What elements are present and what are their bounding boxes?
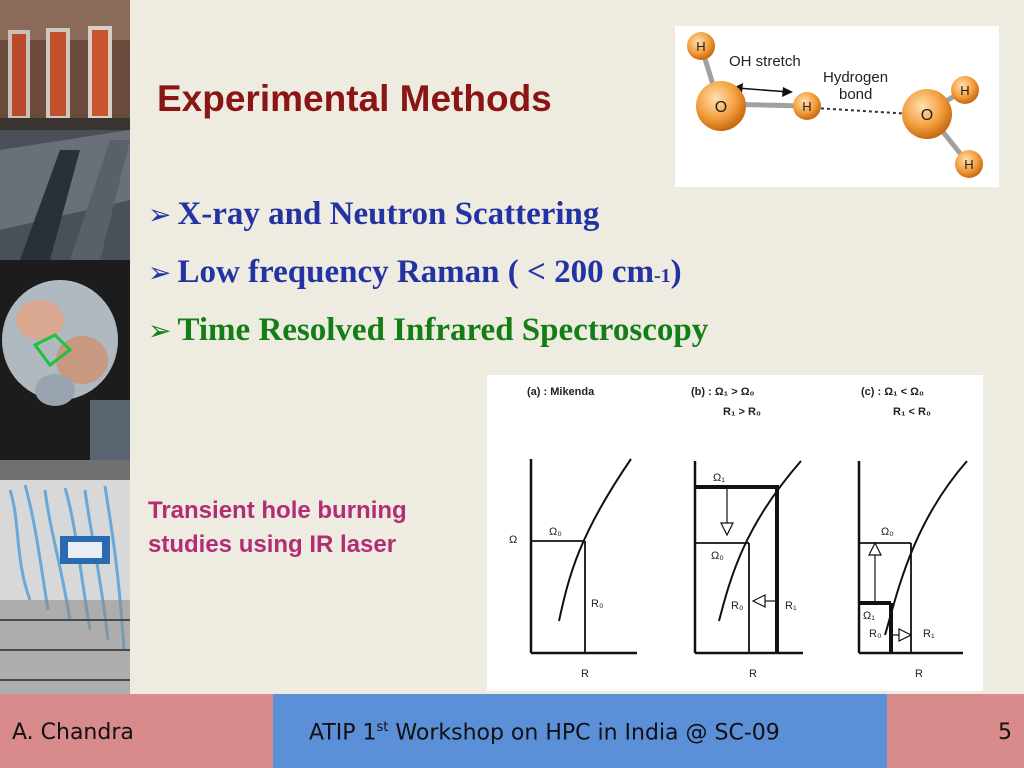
omega1-label: Ω₁	[863, 610, 875, 622]
slide-title: Experimental Methods	[157, 78, 552, 119]
hydrogen-atom-2	[793, 92, 821, 120]
oh-stretch-label: OH stretch	[729, 53, 801, 70]
r0-label: R₀	[591, 598, 604, 610]
atom-label: O	[715, 99, 727, 116]
panel-a	[529, 458, 637, 655]
bullet-text-end: )	[670, 254, 682, 290]
omega0-label: Ω₀	[711, 550, 724, 562]
panel-b-title: (b) : Ω₁ > Ω₀	[691, 386, 755, 398]
panel-c-condition: R₁ < R₀	[893, 406, 931, 418]
slide-footer: A. Chandra ATIP 1st Workshop on HPC in I…	[0, 694, 1024, 768]
panel-c	[857, 460, 968, 655]
left-arrow-icon	[751, 594, 766, 608]
atom-label: H	[802, 99, 811, 114]
r-axis-label: R	[915, 668, 923, 680]
panel-b	[693, 460, 803, 655]
hydrogen-bond-label-1: Hydrogen	[823, 69, 888, 86]
hole-burning-schematic: (a) : Mikenda (b) : Ω₁ > Ω₀ R₁ > R₀ (c) …	[487, 375, 983, 691]
atom-label: H	[960, 83, 969, 98]
atom-label: O	[921, 107, 933, 124]
bullet-item-scattering: ➢ X-ray and Neutron Scattering	[148, 196, 848, 254]
r1-label: R₁	[785, 600, 797, 612]
down-arrow-icon	[720, 522, 734, 537]
footer-event: ATIP 1st Workshop on HPC in India @ SC-0…	[309, 720, 780, 745]
footer-event-end: Workshop on HPC in India @ SC-09	[388, 720, 780, 746]
molecule-render-image	[0, 260, 130, 460]
omega0-label: Ω₀	[881, 526, 894, 538]
bullet-item-infrared: ➢ Time Resolved Infrared Spectroscopy	[148, 312, 848, 370]
footer-author: A. Chandra	[12, 720, 134, 745]
panel-c-title: (c) : Ω₁ < Ω₀	[861, 386, 924, 398]
arrow-bullet-icon: ➢	[148, 198, 172, 231]
panel-b-condition: R₁ > R₀	[723, 406, 761, 418]
bullet-item-raman: ➢ Low frequency Raman ( < 200 cm -1)	[148, 254, 848, 312]
oxygen-atom-2	[902, 89, 952, 139]
footer-event-start: ATIP 1	[309, 720, 377, 746]
hydrogen-bond-line	[814, 107, 912, 115]
bullet-text: Time Resolved Infrared Spectroscopy	[177, 312, 709, 348]
bullet-text: Low frequency Raman ( < 200 cm	[177, 254, 654, 290]
hydrogen-bond-label-2: bond	[839, 86, 872, 103]
atom-label: H	[964, 157, 973, 172]
bullet-list: ➢ X-ray and Neutron Scattering ➢ Low fre…	[148, 196, 848, 370]
up-arrow-icon	[868, 541, 882, 556]
page-number: 5	[998, 720, 1012, 745]
hydrogen-atom-4	[955, 150, 983, 178]
omega0-label: Ω₀	[549, 526, 562, 538]
bullet-text: X-ray and Neutron Scattering	[177, 196, 600, 232]
footer-event-superscript: st	[376, 720, 389, 735]
footer-event-panel: ATIP 1st Workshop on HPC in India @ SC-0…	[273, 694, 887, 768]
hydrogen-atom-3	[951, 76, 979, 104]
water-hydrogen-bond-diagram: H O H O H H OH stretch Hydrogen bond	[675, 26, 999, 187]
bullet-superscript: -1	[653, 265, 671, 287]
arrow-bullet-icon: ➢	[148, 256, 172, 289]
footer-page-panel: 5	[887, 694, 1024, 768]
atom-label: H	[696, 39, 705, 54]
arrow-bullet-icon: ➢	[148, 314, 172, 347]
r-axis-label: R	[749, 668, 757, 680]
right-arrow-icon	[898, 628, 913, 642]
hydrogen-atom-1	[687, 32, 715, 60]
r-axis-label: R	[581, 668, 589, 680]
oxygen-atom-1	[696, 81, 746, 131]
hole-burning-note: Transient hole burning studies using IR …	[148, 497, 407, 558]
panel-a-title: (a) : Mikenda	[527, 386, 595, 398]
omega1-label: Ω₁	[713, 472, 725, 484]
omega-axis-label: Ω	[509, 534, 517, 546]
r0-label: R₀	[869, 628, 882, 640]
r0-label: R₀	[731, 600, 744, 612]
server-room-image	[0, 0, 130, 130]
architecture-image	[0, 130, 130, 260]
network-cables-image	[0, 460, 130, 694]
r1-label: R₁	[923, 628, 935, 640]
footer-author-panel: A. Chandra	[0, 694, 273, 768]
photo-strip	[0, 0, 130, 694]
